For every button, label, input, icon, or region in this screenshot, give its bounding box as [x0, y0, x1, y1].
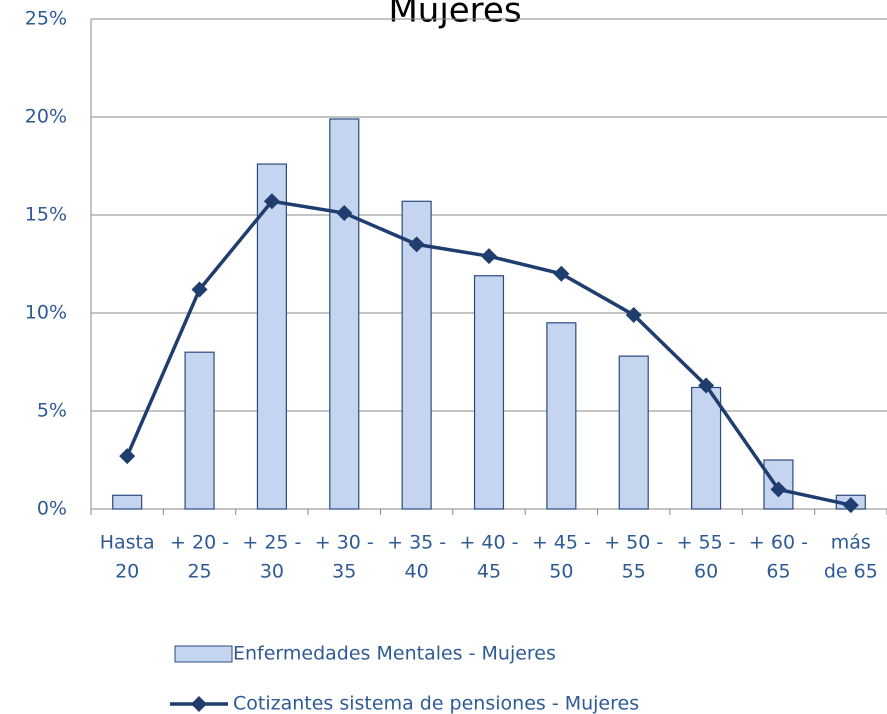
legend-label: Cotizantes sistema de pensiones - Mujere…	[233, 693, 639, 714]
chart-title: Mujeres	[388, 0, 521, 31]
x-tick-label: más	[831, 532, 871, 554]
x-tick-label: + 35 -	[387, 532, 446, 554]
x-tick-label: 20	[115, 561, 139, 583]
marker	[842, 497, 859, 514]
legend-swatch	[174, 645, 233, 663]
legend-label: Enfermedades Mentales - Mujeres	[233, 643, 556, 665]
marker	[698, 377, 715, 394]
x-tick-label: 65	[766, 561, 790, 583]
y-tick-label: 10%	[25, 302, 67, 324]
x-tick-label: 25	[187, 561, 211, 583]
marker	[119, 448, 136, 465]
y-tick-label: 5%	[37, 400, 67, 422]
y-tick-label: 20%	[25, 106, 67, 128]
marker	[336, 205, 353, 222]
x-tick-label: + 30 -	[315, 532, 374, 554]
x-tick-label: + 55 -	[677, 532, 736, 554]
x-tick-label: 55	[622, 561, 646, 583]
bar	[329, 118, 360, 510]
x-tick-label: + 25 -	[242, 532, 301, 554]
bar	[473, 275, 505, 510]
marker	[625, 306, 642, 323]
x-tick-label: 60	[694, 561, 718, 583]
bar	[184, 351, 215, 510]
x-tick-label: + 20 -	[170, 532, 229, 554]
marker	[263, 193, 280, 210]
x-tick-label: Hasta	[100, 532, 155, 554]
legend-swatch	[191, 696, 207, 712]
y-tick-label: 0%	[37, 498, 67, 520]
x-tick-label: de 65	[824, 561, 878, 583]
x-tick-label: 35	[332, 561, 356, 583]
bar	[256, 163, 287, 510]
marker	[191, 281, 208, 298]
marker	[408, 236, 425, 253]
marker	[481, 248, 497, 265]
y-tick-label: 25%	[25, 8, 67, 30]
x-tick-label: + 60 -	[749, 532, 808, 554]
marker	[553, 265, 570, 282]
bar	[618, 355, 649, 510]
bar	[691, 386, 722, 510]
y-tick-label: 15%	[25, 204, 67, 226]
marker	[770, 481, 787, 498]
bar	[112, 494, 143, 510]
bar	[401, 200, 432, 510]
x-tick-label: + 50 -	[604, 532, 663, 554]
x-tick-label: 40	[405, 561, 429, 583]
x-tick-label: + 45 -	[532, 532, 591, 554]
bar	[546, 322, 577, 510]
x-tick-label: 30	[260, 561, 284, 583]
x-tick-label: 50	[549, 561, 573, 583]
x-tick-label: 45	[477, 561, 501, 583]
x-tick-label: + 40 -	[459, 532, 518, 554]
